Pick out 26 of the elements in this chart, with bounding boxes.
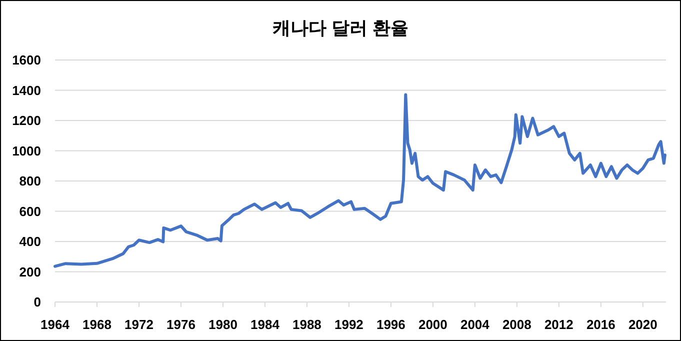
y-tick-label: 200 bbox=[19, 264, 41, 280]
x-tick-label: 1992 bbox=[334, 317, 364, 332]
x-tick-label: 1972 bbox=[124, 317, 154, 332]
x-tick-label: 1984 bbox=[250, 317, 280, 332]
x-tick-label: 1968 bbox=[82, 317, 112, 332]
y-tick-label: 600 bbox=[19, 204, 41, 219]
x-tick-label: 1996 bbox=[376, 317, 406, 332]
line-series bbox=[54, 93, 666, 268]
y-tick-label: 800 bbox=[19, 174, 41, 188]
x-tick-label: 1988 bbox=[292, 317, 322, 332]
x-tick-label: 2016 bbox=[586, 317, 616, 332]
y-tick-label: 1200 bbox=[12, 113, 41, 128]
y-tick-label: 400 bbox=[19, 234, 41, 249]
x-tick-label: 1964 bbox=[40, 317, 70, 332]
x-tick-label: 2004 bbox=[460, 317, 490, 332]
x-tick-label: 2000 bbox=[418, 317, 448, 332]
chart-title: 캐나다 달러 환율 bbox=[272, 18, 409, 38]
x-tick-label: 1976 bbox=[166, 317, 196, 332]
y-tick-label: 0 bbox=[34, 294, 41, 310]
y-tick-label: 1600 bbox=[12, 52, 41, 68]
y-tick-label: 1400 bbox=[12, 82, 41, 98]
x-tick-label: 1980 bbox=[208, 317, 238, 332]
x-tick-label: 2020 bbox=[628, 317, 658, 332]
x-tick-label: 2008 bbox=[502, 317, 532, 332]
y-tick-label: 1000 bbox=[12, 143, 41, 158]
x-tick-label: 2012 bbox=[544, 317, 574, 332]
